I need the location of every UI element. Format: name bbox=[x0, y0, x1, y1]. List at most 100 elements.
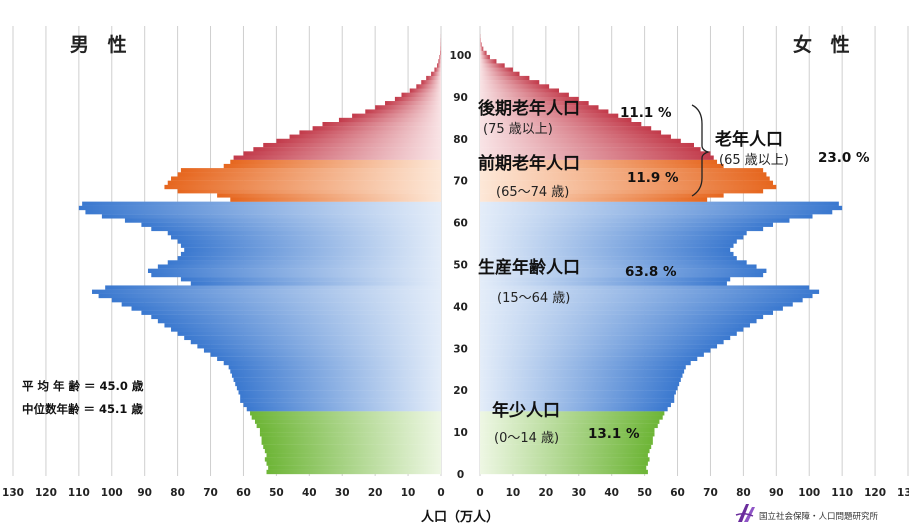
female-bar-age-66 bbox=[480, 193, 724, 198]
x-tick-right: 30 bbox=[571, 487, 586, 499]
male-bar-age-91 bbox=[409, 88, 441, 93]
male-bar-age-96 bbox=[434, 67, 441, 72]
male-bar-age-15 bbox=[246, 406, 441, 412]
female-bar-age-61 bbox=[480, 214, 813, 219]
group-young-range: (0〜14 歳) bbox=[494, 431, 559, 446]
group-late-old-pct: 11.1 % bbox=[620, 105, 672, 121]
x-axis-label: 人口（万人） bbox=[421, 509, 499, 525]
female-bar-age-100 bbox=[480, 50, 487, 56]
female-bar-age-102 bbox=[480, 42, 482, 47]
axis-ticks: 130 120 110 100 90 80 70 60 50 40 30 20 10 0 0 10 20 30 40… bbox=[2, 50, 909, 499]
x-tick-left: 30 bbox=[335, 487, 350, 499]
age-tick: 20 bbox=[453, 385, 468, 397]
female-bar-age-1 bbox=[480, 465, 647, 470]
male-bar-age-80 bbox=[289, 134, 441, 139]
female-bar-age-64 bbox=[480, 201, 839, 206]
male-bar-age-3 bbox=[264, 457, 441, 462]
female-bar-age-53 bbox=[480, 247, 731, 253]
female-bar-age-16 bbox=[480, 402, 671, 408]
x-tick-right: 110 bbox=[831, 487, 853, 499]
group-combined-range: (65 歳以上) bbox=[719, 153, 789, 168]
group-combined-name: 老年人口 bbox=[714, 129, 783, 150]
x-tick-right: 20 bbox=[539, 487, 554, 499]
male-bar-age-68 bbox=[164, 184, 441, 190]
male-bar-age-4 bbox=[266, 453, 441, 458]
female-bar-age-4 bbox=[480, 453, 648, 458]
x-tick-left: 100 bbox=[101, 487, 123, 499]
male-bar-age-72 bbox=[180, 168, 441, 173]
male-bar-age-27 bbox=[217, 356, 441, 362]
mean-age-stat: 平 均 年 齢 ＝ 45.0 歳 bbox=[22, 379, 144, 393]
male-bar-age-61 bbox=[101, 214, 441, 219]
female-bar-age-0 bbox=[480, 469, 648, 475]
male-bar-age-34 bbox=[171, 327, 441, 332]
median-age-stat: 中位数年齢 ＝ 45.1 歳 bbox=[22, 402, 143, 416]
age-tick: 70 bbox=[453, 176, 468, 188]
male-bar-age-62 bbox=[85, 210, 442, 215]
female-bar-age-101 bbox=[480, 46, 484, 51]
male-bar-age-49 bbox=[157, 264, 442, 269]
male-bar-age-98 bbox=[438, 59, 441, 64]
female-bar-age-39 bbox=[480, 306, 783, 311]
x-tick-left: 70 bbox=[203, 487, 218, 499]
age-tick: 80 bbox=[453, 134, 468, 146]
male-bar-age-81 bbox=[299, 130, 441, 135]
group-combined-pct: 23.0 % bbox=[818, 150, 870, 166]
bars bbox=[78, 34, 843, 475]
female-bar-age-44 bbox=[480, 285, 810, 290]
group-young-name: 年少人口 bbox=[492, 400, 560, 421]
female-bar-age-57 bbox=[480, 230, 747, 236]
female-bar-age-27 bbox=[480, 356, 698, 362]
female-bar-age-46 bbox=[480, 277, 731, 282]
female-bar-age-36 bbox=[480, 318, 757, 324]
male-bar-age-100 bbox=[440, 50, 441, 56]
male-bar-age-29 bbox=[203, 348, 441, 353]
female-bar-age-25 bbox=[480, 365, 686, 370]
age-tick: 40 bbox=[453, 301, 468, 313]
group-working-range: (15〜64 歳) bbox=[497, 291, 570, 306]
x-tick-left: 110 bbox=[68, 487, 90, 499]
male-bar-age-89 bbox=[394, 96, 441, 102]
age-tick: 10 bbox=[453, 427, 468, 439]
female-bar-age-96 bbox=[480, 67, 513, 72]
x-tick-left: 60 bbox=[236, 487, 251, 499]
male-bar-age-56 bbox=[171, 235, 441, 240]
age-tick: 60 bbox=[453, 218, 468, 230]
female-bar-age-50 bbox=[480, 260, 747, 265]
male-bar-age-63 bbox=[78, 205, 441, 211]
male-bar-age-14 bbox=[250, 411, 441, 416]
female-bar-age-45 bbox=[480, 281, 727, 286]
male-bar-age-37 bbox=[151, 314, 441, 320]
male-bar-age-44 bbox=[105, 285, 442, 290]
female-bar-age-28 bbox=[480, 352, 704, 357]
female-bar-age-6 bbox=[480, 444, 652, 450]
male-bar-age-77 bbox=[253, 147, 441, 152]
x-tick-right: 90 bbox=[769, 487, 784, 499]
male-bar-age-21 bbox=[235, 381, 441, 387]
male-bar-age-94 bbox=[426, 75, 441, 81]
female-bar-age-51 bbox=[480, 256, 737, 261]
female-bar-age-18 bbox=[480, 394, 675, 399]
male-bar-age-70 bbox=[171, 176, 441, 181]
male-bar-age-58 bbox=[151, 226, 441, 232]
x-tick-left: 40 bbox=[302, 487, 317, 499]
male-bar-age-9 bbox=[259, 432, 441, 437]
female-bar-age-8 bbox=[480, 436, 653, 441]
female-bar-age-68 bbox=[480, 184, 777, 190]
male-bar-age-45 bbox=[190, 281, 441, 286]
male-bar-age-23 bbox=[231, 373, 441, 378]
female-bar-age-13 bbox=[480, 415, 663, 420]
female-bar-age-33 bbox=[480, 331, 737, 336]
female-bar-age-67 bbox=[480, 189, 764, 194]
male-bar-age-65 bbox=[230, 197, 441, 202]
male-bar-age-95 bbox=[431, 71, 441, 77]
female-bar-age-79 bbox=[480, 138, 681, 144]
female-bar-age-63 bbox=[480, 205, 843, 211]
group-early-old-pct: 11.9 % bbox=[627, 170, 679, 186]
male-bar-age-19 bbox=[238, 390, 441, 395]
female-bar-age-71 bbox=[480, 172, 767, 177]
group-working-name: 生産年齢人口 bbox=[478, 257, 580, 278]
female-bar-age-55 bbox=[480, 239, 737, 244]
female-bar-age-47 bbox=[480, 272, 764, 278]
